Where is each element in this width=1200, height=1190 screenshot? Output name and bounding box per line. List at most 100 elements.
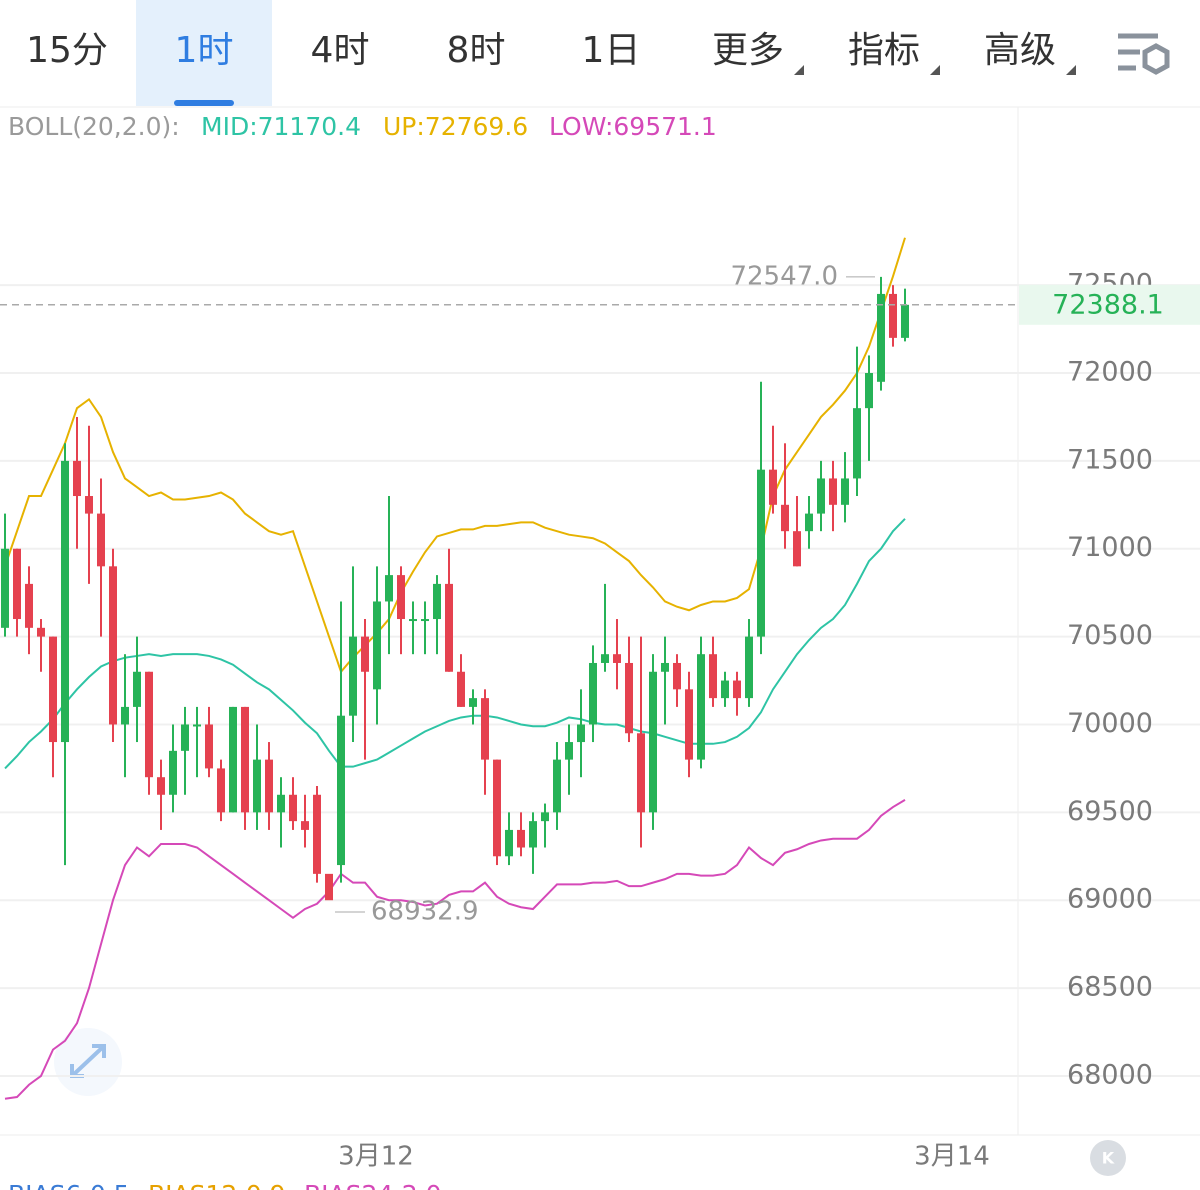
candle-body bbox=[721, 680, 729, 699]
candle-body bbox=[205, 724, 213, 769]
boll-line bbox=[4, 237, 906, 674]
candle-body bbox=[1, 548, 9, 628]
candle-body bbox=[733, 680, 741, 699]
candle-body bbox=[37, 627, 45, 637]
candle-body bbox=[745, 636, 753, 699]
candle-body bbox=[85, 496, 93, 514]
candle-body bbox=[661, 662, 669, 672]
active-tab-bg bbox=[136, 0, 272, 106]
candle-body bbox=[181, 724, 189, 751]
candle-body bbox=[817, 478, 825, 514]
candle-body bbox=[121, 706, 129, 725]
candle-body bbox=[457, 671, 465, 707]
candle-body bbox=[673, 662, 681, 690]
k-button[interactable] bbox=[1090, 1140, 1126, 1176]
candle-body bbox=[409, 619, 417, 622]
tab[interactable]: 15分 bbox=[26, 30, 108, 71]
y-tick-label: 68000 bbox=[1067, 1059, 1153, 1090]
x-tick-label: 3月14 bbox=[914, 1142, 990, 1172]
candle-body bbox=[565, 742, 573, 760]
sub-indicator: BIAS6:0.5 bbox=[8, 1180, 130, 1190]
candle-body bbox=[637, 733, 645, 813]
candle-body bbox=[757, 469, 765, 637]
candle-body bbox=[373, 601, 381, 690]
candle-body bbox=[277, 794, 285, 813]
candle-body bbox=[193, 724, 201, 727]
candle-body bbox=[397, 575, 405, 620]
max-label: 72547.0 bbox=[730, 261, 838, 291]
tab[interactable]: 更多 bbox=[712, 30, 784, 71]
candle-body bbox=[313, 794, 321, 874]
candle-body bbox=[217, 768, 225, 813]
last-price-box bbox=[1019, 284, 1200, 325]
tab[interactable]: 4时 bbox=[311, 30, 370, 71]
active-tab-underline bbox=[174, 100, 234, 106]
candle-body bbox=[25, 583, 33, 628]
settings-icon[interactable] bbox=[1118, 33, 1170, 75]
y-tick-label: 69000 bbox=[1067, 884, 1153, 915]
candle-body bbox=[253, 759, 261, 813]
candle-body bbox=[877, 293, 885, 382]
candle-body bbox=[805, 513, 813, 532]
legend-entry: MID:71170.4 bbox=[201, 112, 361, 141]
indicator-label: BOLL(20,2.0): bbox=[8, 112, 180, 141]
tab[interactable]: 高级 bbox=[984, 30, 1056, 71]
boll-line bbox=[4, 518, 906, 770]
candle-body bbox=[265, 759, 273, 813]
candle-body bbox=[901, 304, 909, 338]
candle-body bbox=[229, 706, 237, 813]
candle-body bbox=[49, 636, 57, 743]
tab[interactable]: 8时 bbox=[447, 30, 506, 71]
candle-body bbox=[553, 759, 561, 813]
candle-body bbox=[493, 759, 501, 857]
candle-body bbox=[853, 408, 861, 479]
candle-body bbox=[541, 812, 549, 822]
candle-body bbox=[577, 724, 585, 743]
candle-body bbox=[709, 654, 717, 699]
dropdown-triangle bbox=[794, 65, 804, 75]
candle-body bbox=[481, 698, 489, 760]
candle-body bbox=[433, 583, 441, 620]
candle-body bbox=[325, 873, 333, 901]
y-tick-label: 71500 bbox=[1067, 444, 1153, 475]
candle-body bbox=[97, 513, 105, 567]
candle-body bbox=[241, 706, 249, 813]
candle-body bbox=[445, 583, 453, 672]
icon-hex bbox=[1142, 43, 1170, 75]
candle-body bbox=[793, 531, 801, 567]
candle-body bbox=[73, 460, 81, 497]
candle-body bbox=[685, 689, 693, 760]
candle-body bbox=[385, 575, 393, 602]
dropdown-triangle bbox=[1066, 65, 1076, 75]
candle-body bbox=[301, 821, 309, 830]
candle-body bbox=[349, 636, 357, 716]
candle-body bbox=[697, 654, 705, 760]
candle-body bbox=[889, 293, 897, 338]
tab[interactable]: 1日 bbox=[582, 30, 641, 71]
candle-body bbox=[145, 671, 153, 778]
candle-body bbox=[829, 478, 837, 505]
last-price-label: 72388.1 bbox=[1052, 289, 1164, 320]
y-tick-label: 70500 bbox=[1067, 620, 1153, 651]
sub-indicator: BIAS24:2.0 bbox=[304, 1180, 442, 1190]
candle-body bbox=[769, 469, 777, 505]
y-tick-label: 68500 bbox=[1067, 972, 1153, 1003]
candle-body bbox=[505, 829, 513, 857]
tab[interactable]: 1时 bbox=[175, 30, 234, 71]
tab[interactable]: 指标 bbox=[848, 30, 920, 71]
candle-body bbox=[289, 794, 297, 822]
boll-line bbox=[4, 798, 906, 1100]
candle-body bbox=[109, 566, 117, 725]
min-label: 68932.9 bbox=[371, 897, 479, 927]
candle-body bbox=[133, 671, 141, 707]
candle-body bbox=[781, 504, 789, 532]
candle-body bbox=[649, 671, 657, 813]
y-tick-label: 72000 bbox=[1067, 357, 1153, 388]
candle-body bbox=[517, 829, 525, 848]
candle-body bbox=[865, 373, 873, 409]
candle-body bbox=[337, 715, 345, 866]
y-tick-label: 69500 bbox=[1067, 796, 1153, 827]
y-tick-label: 70000 bbox=[1067, 708, 1153, 739]
candle-body bbox=[169, 750, 177, 795]
